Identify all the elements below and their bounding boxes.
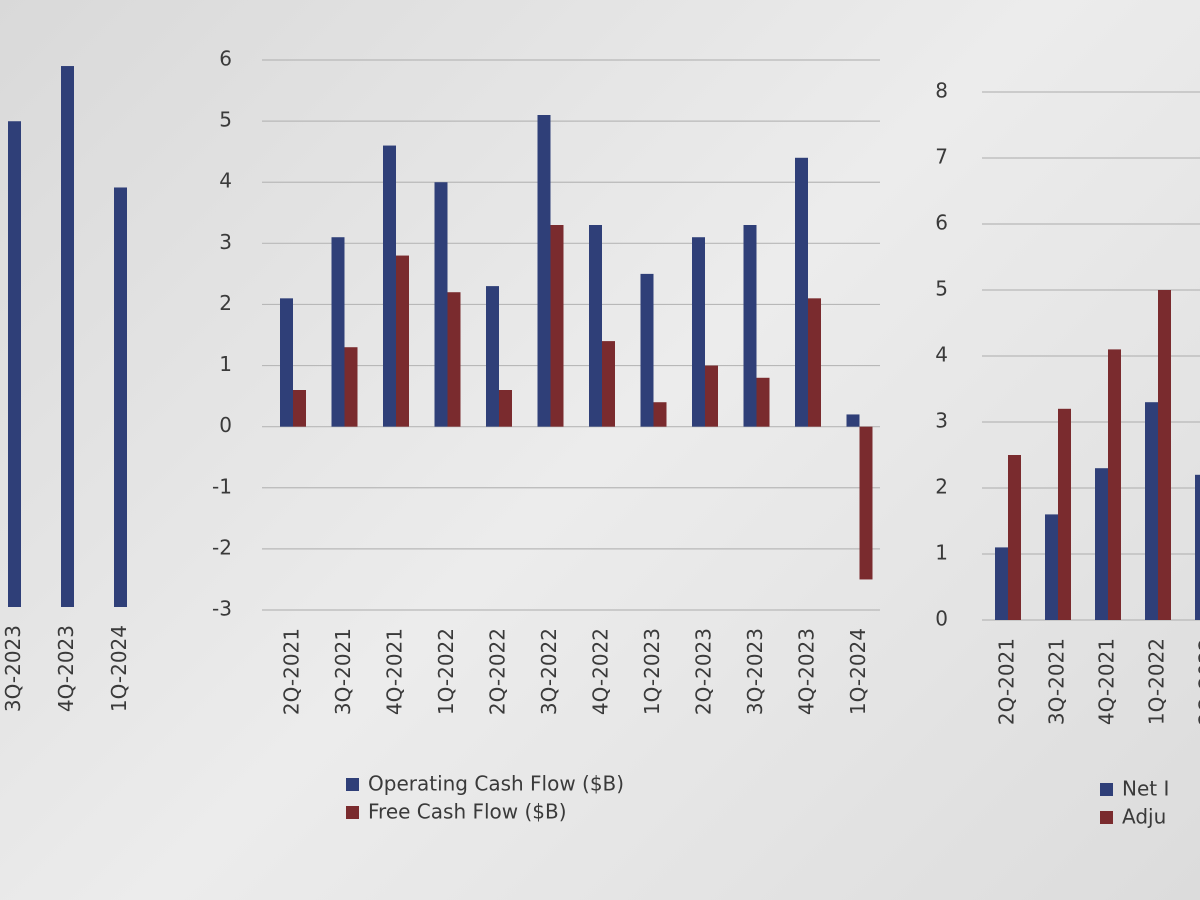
y-tick-label: 6	[219, 47, 232, 71]
y-tick-label: 1	[219, 352, 232, 376]
bar	[743, 225, 757, 427]
bar	[331, 237, 345, 427]
x-tick-label: 2Q-2022	[1195, 638, 1200, 725]
x-tick-label: 1Q-2023	[640, 628, 664, 715]
y-tick-label: 4	[935, 343, 948, 367]
bar	[795, 157, 808, 427]
x-tick-label: 3Q-2023	[743, 628, 767, 715]
x-tick-label: 2Q-2021	[280, 628, 304, 715]
bar	[1145, 402, 1158, 620]
bar	[808, 298, 821, 427]
bar	[61, 66, 74, 608]
y-tick-label: -2	[212, 535, 232, 559]
x-tick-label: 4Q-2021	[383, 628, 407, 715]
bar	[383, 145, 396, 427]
x-tick-label: 4Q-2023	[54, 625, 78, 712]
bar	[1108, 349, 1121, 620]
y-tick-label: 7	[935, 145, 948, 169]
legend-swatch	[1100, 811, 1113, 824]
x-tick-label: 1Q-2022	[1145, 638, 1169, 725]
y-tick-label: 8	[935, 79, 948, 103]
y-tick-label: 4	[219, 169, 232, 193]
y-tick-label: 2	[219, 291, 232, 315]
bar	[550, 225, 564, 427]
bar	[1008, 455, 1021, 620]
bar	[280, 298, 293, 427]
bar	[447, 292, 461, 427]
legend-label: Net I	[1122, 777, 1169, 801]
x-tick-label: 4Q-2023	[795, 628, 819, 715]
y-tick-label: 3	[219, 230, 232, 254]
y-tick-label: -1	[212, 474, 232, 498]
bar	[705, 365, 718, 427]
bar	[1058, 408, 1071, 620]
bar	[602, 341, 615, 427]
bar	[1158, 290, 1171, 620]
x-tick-label: 4Q-2022	[589, 628, 613, 715]
x-tick-label: 3Q-2022	[537, 628, 561, 715]
y-tick-label: 5	[219, 108, 232, 132]
x-tick-label: 1Q-2024	[846, 628, 870, 715]
legend-swatch	[1100, 783, 1113, 796]
x-tick-label: 3Q-2023	[1, 625, 25, 712]
bar	[995, 547, 1008, 620]
bar	[653, 402, 667, 427]
x-tick-label: 2Q-2023	[692, 628, 716, 715]
bar	[756, 377, 770, 427]
legend-label: Operating Cash Flow ($B)	[368, 772, 624, 796]
y-tick-label: -3	[212, 597, 232, 621]
bar	[692, 237, 705, 427]
bar	[1195, 474, 1200, 620]
bar	[1095, 468, 1108, 620]
y-tick-label: 3	[935, 409, 948, 433]
bar	[846, 414, 860, 427]
bar	[8, 121, 21, 608]
y-tick-label: 5	[935, 277, 948, 301]
y-tick-label: 0	[219, 413, 232, 437]
x-tick-label: 1Q-2024	[107, 625, 131, 712]
x-tick-label: 4Q-2021	[1095, 638, 1119, 725]
legend-label: Free Cash Flow ($B)	[368, 800, 567, 824]
x-tick-label: 2Q-2022	[486, 628, 510, 715]
y-tick-label: 6	[935, 211, 948, 235]
x-tick-label: 2Q-2021	[995, 638, 1019, 725]
bar	[293, 390, 306, 427]
bar	[1045, 514, 1058, 620]
legend-label: Adju	[1122, 805, 1166, 829]
bar	[396, 255, 409, 427]
y-tick-label: 2	[935, 475, 948, 499]
x-tick-label: 3Q-2021	[331, 628, 355, 715]
bar	[344, 347, 358, 427]
legend-swatch	[346, 778, 359, 791]
y-tick-label: 1	[935, 541, 948, 565]
bar	[434, 182, 448, 427]
y-tick-label: 0	[935, 607, 948, 631]
bar	[114, 187, 127, 608]
bar	[486, 286, 499, 427]
bar	[499, 390, 512, 427]
bar	[589, 225, 602, 427]
bar	[859, 426, 873, 580]
x-tick-label: 3Q-2021	[1045, 638, 1069, 725]
bar	[640, 273, 654, 427]
bar	[537, 115, 551, 427]
x-tick-label: 1Q-2022	[434, 628, 458, 715]
legend-swatch	[346, 806, 359, 819]
